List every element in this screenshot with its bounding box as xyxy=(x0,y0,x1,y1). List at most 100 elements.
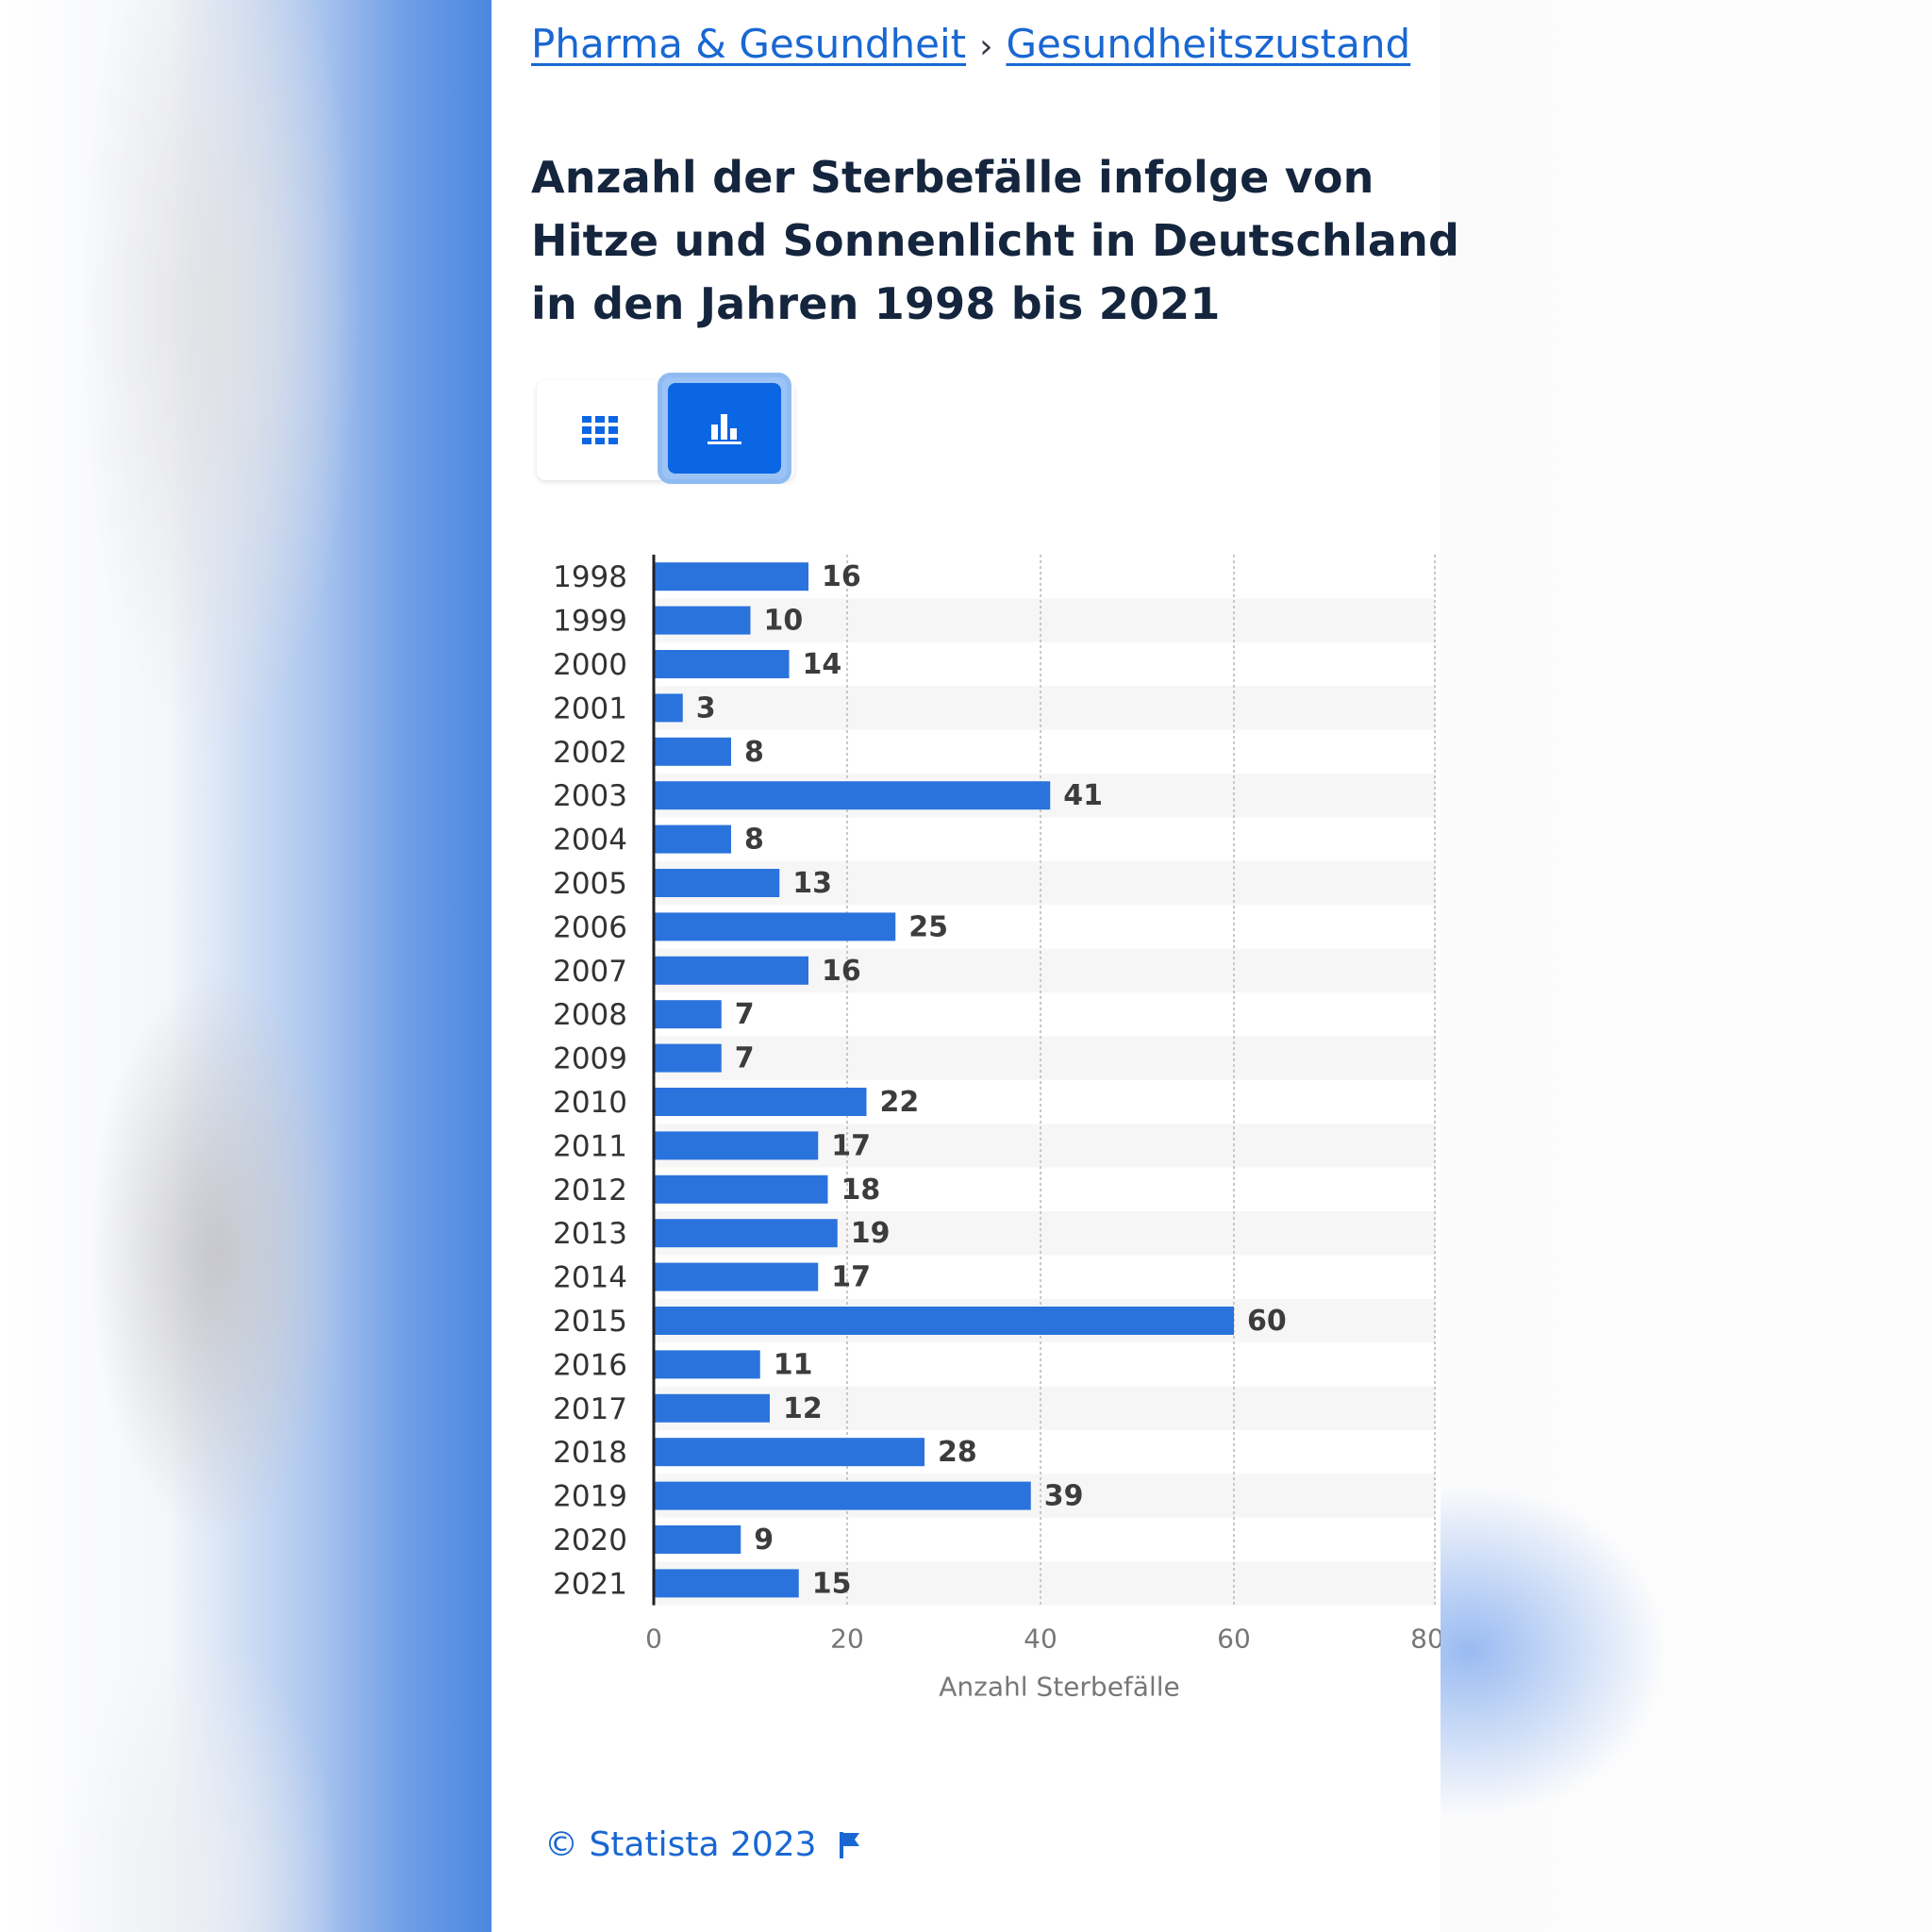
table-view-button[interactable] xyxy=(537,380,663,480)
data-label: 25 xyxy=(908,910,948,943)
row-stripe xyxy=(654,860,1435,906)
data-label: 60 xyxy=(1247,1305,1287,1338)
data-label: 15 xyxy=(812,1567,852,1600)
bar-2000 xyxy=(654,650,790,678)
chart-view-button[interactable] xyxy=(658,373,791,484)
page-title: Anzahl der Sterbefälle infolge von Hitze… xyxy=(531,152,1460,329)
category-label: 2008 xyxy=(553,998,627,1032)
bar-2001 xyxy=(654,693,683,723)
data-label: 9 xyxy=(754,1524,774,1557)
data-label: 18 xyxy=(841,1174,881,1207)
x-axis-title: Anzahl Sterbefälle xyxy=(939,1672,1179,1703)
bar-2003 xyxy=(654,781,1051,810)
grid-table-icon xyxy=(582,416,618,444)
bar-2013 xyxy=(654,1219,838,1248)
data-label: 8 xyxy=(744,824,764,857)
category-label: 2015 xyxy=(553,1305,627,1339)
category-label: 2013 xyxy=(553,1217,627,1251)
data-label: 39 xyxy=(1044,1480,1084,1513)
category-label: 2010 xyxy=(553,1086,627,1120)
breadcrumb: Pharma & Gesundheit › Gesundheitszustand xyxy=(531,21,1410,67)
x-tick-label: 40 xyxy=(1024,1624,1058,1655)
category-label: 2002 xyxy=(553,736,627,770)
bar-2016 xyxy=(654,1350,760,1379)
row-stripe xyxy=(654,1036,1435,1080)
bar-2018 xyxy=(654,1438,924,1467)
footer: © Statista 2023 xyxy=(544,1825,860,1864)
bar-1998 xyxy=(654,562,808,591)
bar-2021 xyxy=(654,1569,799,1598)
data-label: 10 xyxy=(764,605,804,638)
data-label: 16 xyxy=(822,560,861,593)
data-label: 8 xyxy=(744,736,764,769)
x-tick-label: 60 xyxy=(1217,1624,1251,1655)
bar-2009 xyxy=(654,1043,722,1073)
category-label: 2012 xyxy=(553,1174,627,1208)
data-label: 28 xyxy=(938,1436,977,1469)
category-label: 2021 xyxy=(553,1567,627,1601)
background-blur-left xyxy=(0,0,491,1932)
category-label: 2019 xyxy=(553,1480,627,1514)
category-label: 2011 xyxy=(553,1129,627,1163)
category-label: 2001 xyxy=(553,691,627,725)
data-label: 17 xyxy=(831,1261,871,1294)
bar-2006 xyxy=(654,912,896,941)
category-label: 2005 xyxy=(553,867,627,901)
category-label: 2020 xyxy=(553,1524,627,1557)
x-tick-label: 80 xyxy=(1410,1624,1441,1655)
background-blur-right xyxy=(1441,0,1932,1932)
data-label: 7 xyxy=(735,998,755,1031)
bar-2010 xyxy=(654,1088,867,1116)
bar-2005 xyxy=(654,869,780,897)
category-label: 2003 xyxy=(553,779,627,813)
bar-2019 xyxy=(654,1481,1031,1510)
data-label: 7 xyxy=(735,1042,755,1075)
category-label: 2009 xyxy=(553,1042,627,1076)
row-stripe xyxy=(654,1386,1435,1430)
row-stripe xyxy=(654,686,1435,730)
breadcrumb-separator: › xyxy=(979,27,993,66)
bar-2020 xyxy=(654,1525,741,1554)
data-label: 41 xyxy=(1063,779,1103,812)
breadcrumb-link-gesundheitszustand[interactable]: Gesundheitszustand xyxy=(1006,21,1411,67)
data-label: 3 xyxy=(696,691,716,724)
flag-icon[interactable] xyxy=(839,1831,860,1858)
data-label: 17 xyxy=(831,1129,871,1162)
bar-2008 xyxy=(654,1000,722,1029)
bar-2007 xyxy=(654,956,808,985)
chart-view-button-fill xyxy=(668,383,781,474)
category-label: 2006 xyxy=(553,910,627,944)
bar-2011 xyxy=(654,1131,819,1160)
category-label: 2000 xyxy=(553,648,627,682)
bar-2002 xyxy=(654,737,731,766)
bar-2015 xyxy=(654,1307,1234,1335)
x-tick-label: 20 xyxy=(830,1624,864,1655)
bar-2014 xyxy=(654,1262,819,1291)
statistic-card: Pharma & Gesundheit › Gesundheitszustand A… xyxy=(491,0,1459,1932)
data-label: 11 xyxy=(774,1348,813,1381)
category-label: 2007 xyxy=(553,955,627,989)
category-label: 2018 xyxy=(553,1436,627,1470)
breadcrumb-link-pharma[interactable]: Pharma & Gesundheit xyxy=(531,21,967,67)
copyright-link[interactable]: © Statista 2023 xyxy=(544,1825,817,1864)
data-label: 19 xyxy=(851,1217,891,1250)
data-label: 14 xyxy=(803,648,842,681)
bar-2017 xyxy=(654,1393,770,1423)
category-label: 2017 xyxy=(553,1392,627,1426)
bar-2004 xyxy=(654,824,731,854)
data-label: 16 xyxy=(822,955,861,988)
category-label: 2004 xyxy=(553,824,627,858)
data-label: 22 xyxy=(880,1086,920,1119)
bar-chart-icon xyxy=(708,414,741,444)
category-label: 1999 xyxy=(553,605,627,639)
x-tick-label: 0 xyxy=(645,1624,662,1655)
category-label: 2014 xyxy=(553,1261,627,1295)
bar-1999 xyxy=(654,606,751,635)
row-stripe xyxy=(654,598,1435,642)
bar-2012 xyxy=(654,1174,828,1204)
data-label: 12 xyxy=(783,1392,823,1425)
category-label: 1998 xyxy=(553,560,627,594)
category-label: 2016 xyxy=(553,1348,627,1382)
data-label: 13 xyxy=(792,867,832,900)
